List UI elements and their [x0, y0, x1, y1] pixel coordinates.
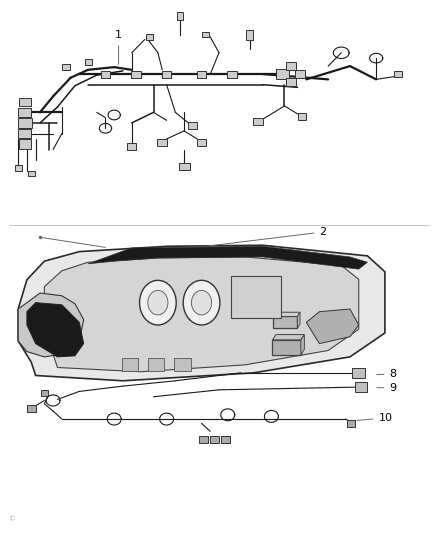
Text: 1: 1 — [115, 30, 122, 64]
Polygon shape — [18, 245, 385, 381]
Bar — [272, 340, 301, 355]
Text: 2: 2 — [204, 227, 327, 246]
Bar — [210, 435, 219, 443]
FancyBboxPatch shape — [122, 358, 138, 370]
Bar — [273, 317, 297, 328]
Text: 9: 9 — [377, 383, 396, 393]
Bar — [18, 98, 31, 106]
FancyBboxPatch shape — [174, 358, 191, 370]
FancyBboxPatch shape — [148, 358, 164, 370]
Text: 3: 3 — [257, 319, 271, 329]
Bar — [146, 34, 152, 39]
Bar — [27, 405, 35, 412]
Bar — [131, 70, 141, 77]
FancyBboxPatch shape — [231, 276, 281, 318]
Bar — [347, 420, 355, 427]
Bar — [202, 31, 209, 37]
Bar — [127, 143, 137, 150]
Bar — [85, 59, 92, 64]
Bar — [62, 64, 70, 70]
Text: ©: © — [10, 516, 17, 523]
Polygon shape — [272, 335, 304, 340]
Bar — [28, 171, 35, 176]
Text: 7: 7 — [305, 345, 318, 356]
Bar — [162, 70, 171, 77]
Polygon shape — [44, 257, 359, 372]
Bar — [41, 390, 48, 397]
Text: 4: 4 — [283, 305, 290, 315]
Bar — [157, 139, 167, 146]
Bar — [394, 71, 402, 77]
Bar — [286, 78, 297, 86]
Polygon shape — [88, 246, 367, 269]
Circle shape — [183, 280, 220, 325]
Circle shape — [140, 280, 176, 325]
Bar — [197, 139, 206, 146]
Polygon shape — [297, 312, 300, 328]
Bar — [246, 30, 253, 40]
Bar — [355, 382, 367, 392]
Polygon shape — [301, 335, 304, 355]
Bar — [276, 69, 289, 79]
Text: 10: 10 — [357, 413, 392, 423]
Bar — [227, 70, 237, 77]
Polygon shape — [18, 293, 84, 357]
Polygon shape — [306, 309, 359, 344]
Polygon shape — [273, 312, 300, 317]
Bar — [101, 70, 110, 77]
Bar — [199, 435, 208, 443]
Bar — [221, 435, 230, 443]
Bar — [286, 62, 297, 70]
Bar — [295, 70, 304, 78]
Bar — [18, 118, 32, 128]
Bar — [18, 108, 31, 117]
Text: 8: 8 — [377, 369, 396, 379]
Bar — [254, 118, 263, 125]
Polygon shape — [27, 303, 84, 357]
Text: 6: 6 — [283, 332, 290, 342]
Bar — [352, 368, 365, 378]
Circle shape — [191, 290, 212, 315]
Bar — [18, 140, 31, 149]
Bar — [197, 70, 206, 77]
Bar — [14, 165, 21, 171]
Circle shape — [148, 290, 168, 315]
Bar — [297, 113, 306, 120]
Bar — [177, 12, 183, 20]
Bar — [179, 163, 190, 170]
Text: 5: 5 — [304, 319, 318, 329]
Bar — [188, 122, 197, 129]
Bar — [18, 130, 31, 138]
